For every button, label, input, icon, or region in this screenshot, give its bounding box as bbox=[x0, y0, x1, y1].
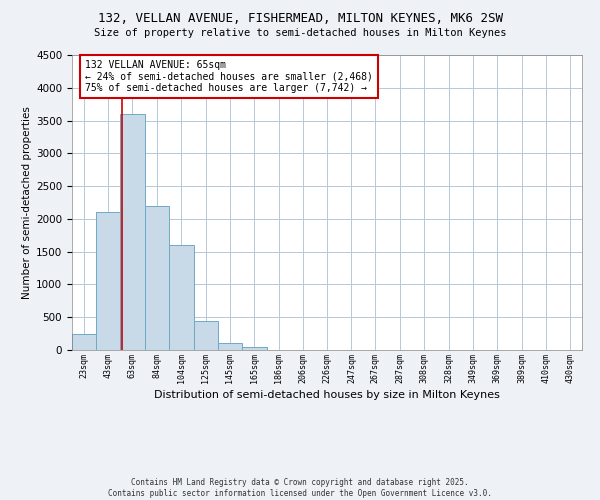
Bar bbox=[169, 245, 194, 350]
Bar bbox=[218, 344, 242, 350]
Text: 132, VELLAN AVENUE, FISHERMEAD, MILTON KEYNES, MK6 2SW: 132, VELLAN AVENUE, FISHERMEAD, MILTON K… bbox=[97, 12, 503, 26]
Bar bbox=[72, 334, 96, 350]
Text: Contains HM Land Registry data © Crown copyright and database right 2025.
Contai: Contains HM Land Registry data © Crown c… bbox=[108, 478, 492, 498]
Bar bbox=[120, 114, 145, 350]
X-axis label: Distribution of semi-detached houses by size in Milton Keynes: Distribution of semi-detached houses by … bbox=[154, 390, 500, 400]
Bar bbox=[242, 346, 266, 350]
Text: Size of property relative to semi-detached houses in Milton Keynes: Size of property relative to semi-detach… bbox=[94, 28, 506, 38]
Bar bbox=[194, 320, 218, 350]
Text: 132 VELLAN AVENUE: 65sqm
← 24% of semi-detached houses are smaller (2,468)
75% o: 132 VELLAN AVENUE: 65sqm ← 24% of semi-d… bbox=[85, 60, 373, 94]
Y-axis label: Number of semi-detached properties: Number of semi-detached properties bbox=[22, 106, 32, 299]
Bar bbox=[96, 212, 120, 350]
Bar bbox=[145, 206, 169, 350]
